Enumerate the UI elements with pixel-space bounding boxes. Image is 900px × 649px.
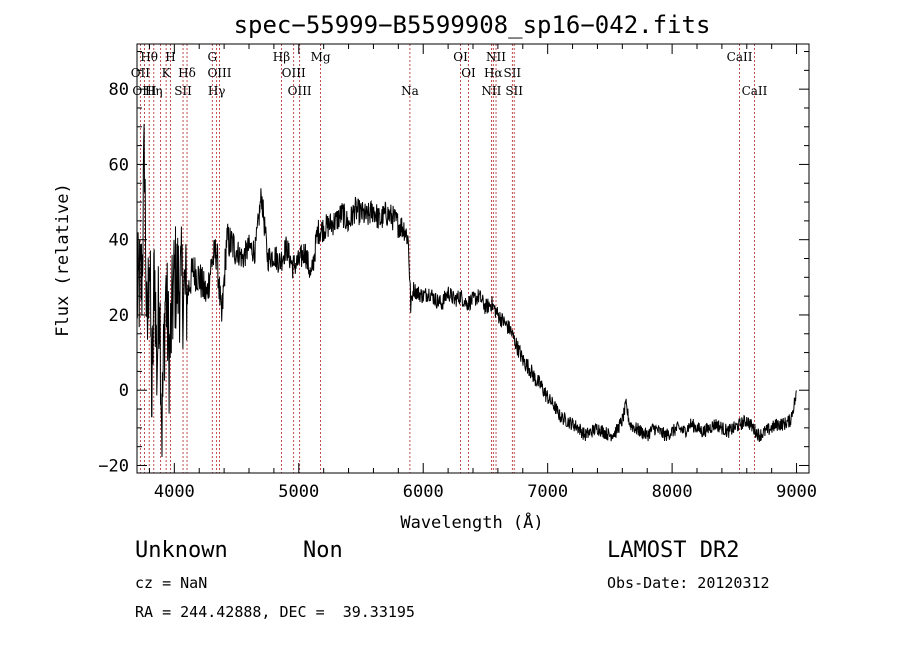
- spectral-line-label: OIII: [288, 84, 312, 98]
- y-tick-label: 60: [109, 155, 129, 175]
- spectral-line-label: G: [207, 50, 217, 64]
- object-class: Unknown: [135, 538, 228, 563]
- obs-date: Obs-Date: 20120312: [607, 574, 770, 592]
- x-tick-label: 6000: [403, 482, 444, 502]
- spectral-line-label: CaII: [742, 84, 768, 98]
- spectral-line-label: SII: [505, 84, 523, 98]
- x-tick-label: 4000: [154, 482, 195, 502]
- y-axis-label-group: Flux (relative): [53, 183, 73, 337]
- redshift-cz: cz = NaN: [135, 574, 208, 592]
- spectral-line-label: SII: [174, 84, 192, 98]
- axis-ticks: [137, 44, 809, 473]
- spectral-line-label: CaII: [727, 50, 753, 64]
- spectral-line-label: K: [162, 66, 172, 80]
- spectral-line-label: NII: [481, 84, 501, 98]
- y-tick-label: 40: [109, 231, 129, 251]
- spectral-line-label: NII: [486, 50, 506, 64]
- chart-title: spec−55999−B5599908_sp16−042.fits: [234, 11, 711, 39]
- y-axis-label: Flux (relative): [53, 183, 73, 337]
- spectral-line-label: Hα: [484, 66, 503, 80]
- spectrum-series-line: [136, 123, 797, 458]
- spectral-line-label: Hγ: [208, 84, 226, 98]
- spectral-line-label: Hθ: [140, 50, 158, 64]
- spectral-line-label: OI: [453, 50, 468, 64]
- x-tick-label: 8000: [652, 482, 693, 502]
- spectral-line-markers: [139, 44, 755, 473]
- spectral-line-label: Hβ: [273, 50, 290, 64]
- spectral-line-label: H: [165, 50, 175, 64]
- x-tick-label: 7000: [527, 482, 568, 502]
- y-tick-label: 80: [109, 80, 129, 100]
- spectral-line-label: SII: [503, 66, 521, 80]
- axis-tick-labels: 4000 5000 6000 7000 8000 9000 −20 0 20 40 60 80: [98, 80, 817, 502]
- y-tick-label: 0: [119, 381, 129, 401]
- x-axis-label: Wavelength (Å): [400, 511, 543, 533]
- x-tick-label: 5000: [278, 482, 319, 502]
- y-tick-label: 20: [109, 306, 129, 326]
- x-tick-label: 9000: [776, 482, 817, 502]
- spectral-line-label: Na: [401, 84, 419, 98]
- spectral-line-label: Mg: [311, 50, 331, 64]
- spectral-line-label: OII: [131, 66, 151, 80]
- object-subclass: Non: [303, 538, 343, 563]
- spectral-line-label: Hδ: [178, 66, 196, 80]
- spectral-line-label: Hη: [145, 84, 163, 98]
- ra-dec: RA = 244.42888, DEC = 39.33195: [135, 603, 415, 621]
- spectral-line-label: OIII: [132, 84, 156, 98]
- spectral-line-label: OIII: [282, 66, 306, 80]
- survey-name: LAMOST DR2: [607, 538, 740, 563]
- spectral-line-label: OIII: [207, 66, 231, 80]
- y-tick-label: −20: [98, 456, 129, 476]
- spectral-line-label: OI: [461, 66, 476, 80]
- plot-frame: [136, 43, 810, 474]
